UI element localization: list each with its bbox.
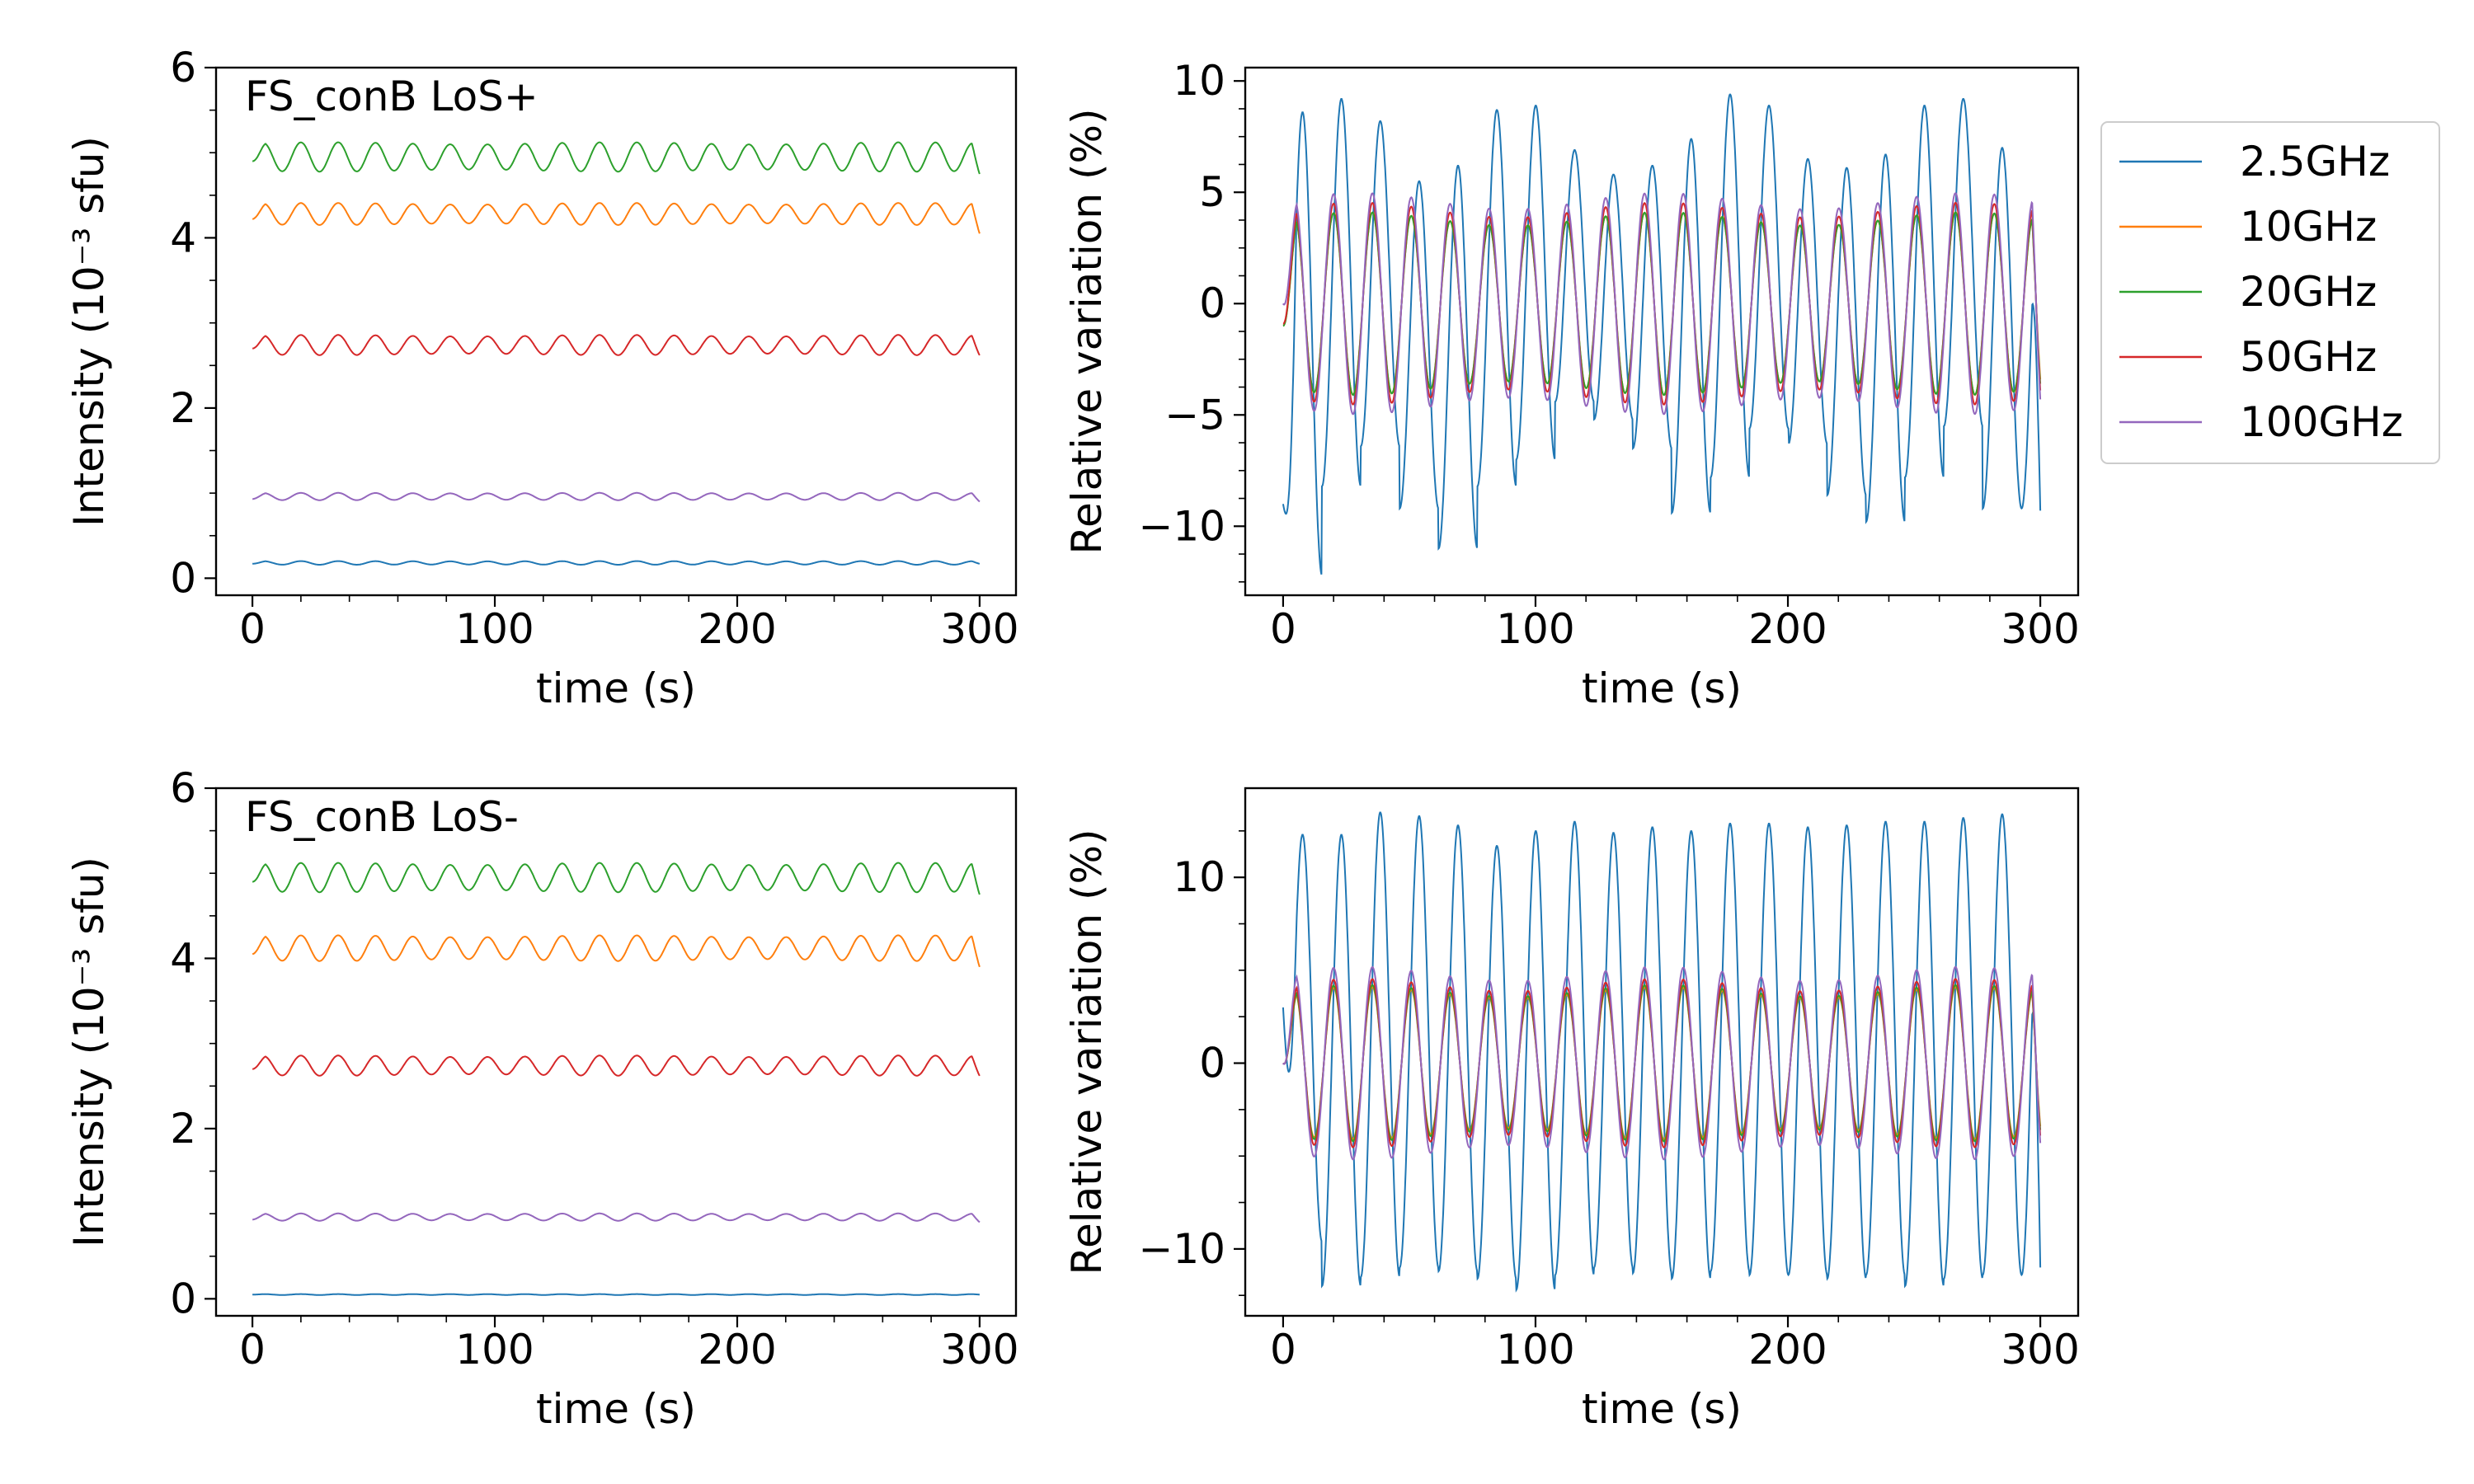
panel-3: 0 100 200 300 0 2 4 6 time (s) Intensity (10⁻³ sf… (65, 764, 1019, 1433)
plot-frame (1244, 787, 2080, 1317)
y-tick-label: −10 (1138, 502, 1225, 550)
y-tick-label: 0 (1199, 279, 1225, 327)
x-tick-label: 300 (940, 605, 1018, 653)
y-tick-label: 0 (170, 1275, 196, 1322)
series-group (1282, 93, 2042, 575)
series-line-20GHz (252, 141, 981, 175)
panel-2: 0 100 200 300 −10 −5 0 5 10 time (s) Relative vari… (1063, 57, 2080, 712)
y-tick-label: 0 (170, 554, 196, 602)
panel-4: 0 100 200 300 −10 0 10 time (s) Relative variati… (1063, 787, 2080, 1433)
legend: 2.5GHz 10GHz 20GHz 50GHz 100GHz (2100, 121, 2440, 464)
x-tick-label: 300 (2001, 1326, 2079, 1374)
series-line-50GHz (252, 334, 981, 356)
x-tick-label: 0 (1270, 605, 1296, 653)
series-line-100GHz (252, 491, 981, 503)
legend-label: 50GHz (2240, 333, 2377, 381)
x-tick-label: 0 (239, 1326, 266, 1374)
x-tick-label: 300 (2001, 605, 2079, 653)
y-axis-label: Intensity (10⁻³ sfu) (65, 857, 113, 1247)
x-axis-label: time (s) (1582, 1385, 1742, 1433)
series-line-50GHz (1282, 978, 2042, 1148)
y-tick-label: 0 (1199, 1040, 1225, 1087)
x-tick-label: 200 (1748, 1326, 1827, 1374)
y-tick-label: 5 (1199, 168, 1225, 216)
x-tick-label: 200 (1748, 605, 1827, 653)
y-tick-label: 10 (1173, 853, 1225, 901)
series-line-20GHz (252, 862, 981, 895)
plot-frame (214, 787, 1018, 1317)
series-line-2.5GHz (1282, 93, 2042, 575)
panel-annotation: FS_conB LoS- (245, 793, 519, 841)
series-line-2.5GHz (1282, 811, 2042, 1293)
y-tick-label: 6 (170, 44, 196, 92)
x-tick-label: 200 (698, 1326, 776, 1374)
series-line-100GHz (1282, 965, 2042, 1161)
x-axis-label: time (s) (536, 1385, 696, 1433)
series-line-10GHz (252, 202, 981, 234)
legend-label: 2.5GHz (2240, 138, 2390, 186)
series-group (1282, 811, 2042, 1293)
legend-box (2100, 121, 2440, 464)
x-tick-label: 100 (1496, 605, 1574, 653)
series-group (252, 862, 981, 1296)
x-tick-label: 100 (1496, 1326, 1574, 1374)
x-tick-label: 300 (940, 1326, 1018, 1374)
legend-label: 20GHz (2240, 268, 2377, 316)
y-tick-label: 6 (170, 764, 196, 812)
series-line-20GHz (1282, 211, 2042, 397)
plot-frame (214, 66, 1018, 597)
x-axis-label: time (s) (1582, 665, 1742, 712)
panel-1: 0 100 200 300 0 2 4 6 time (s) Intensity (10⁻³ sf… (65, 44, 1019, 712)
y-tick-label: 2 (170, 1105, 196, 1153)
legend-label: 10GHz (2240, 203, 2377, 251)
y-axis-label: Intensity (10⁻³ sfu) (65, 136, 113, 527)
x-tick-label: 200 (698, 605, 776, 653)
y-tick-label: 4 (170, 934, 196, 982)
x-tick-label: 0 (239, 605, 266, 653)
series-line-2.5GHz (252, 1293, 980, 1296)
x-tick-label: 100 (455, 605, 534, 653)
y-tick-label: 4 (170, 214, 196, 261)
y-tick-label: 10 (1173, 57, 1225, 105)
series-line-50GHz (1282, 201, 2042, 406)
series-line-50GHz (252, 1054, 981, 1077)
series-line-20GHz (1282, 984, 2042, 1143)
x-tick-label: 0 (1270, 1326, 1296, 1374)
legend-label: 100GHz (2240, 398, 2403, 446)
y-tick-label: 2 (170, 384, 196, 432)
y-axis-label: Relative variation (%) (1063, 829, 1111, 1275)
y-tick-label: −10 (1138, 1225, 1225, 1273)
x-tick-label: 100 (455, 1326, 534, 1374)
panel-annotation: FS_conB LoS+ (245, 73, 539, 120)
x-axis-label: time (s) (536, 665, 696, 712)
series-line-100GHz (252, 1212, 981, 1223)
y-axis-label: Relative variation (%) (1063, 108, 1111, 554)
y-tick-label: −5 (1164, 391, 1225, 439)
series-line-2.5GHz (252, 560, 981, 566)
series-line-10GHz (252, 934, 981, 968)
series-group (252, 141, 981, 566)
series-line-100GHz (1282, 192, 2042, 416)
